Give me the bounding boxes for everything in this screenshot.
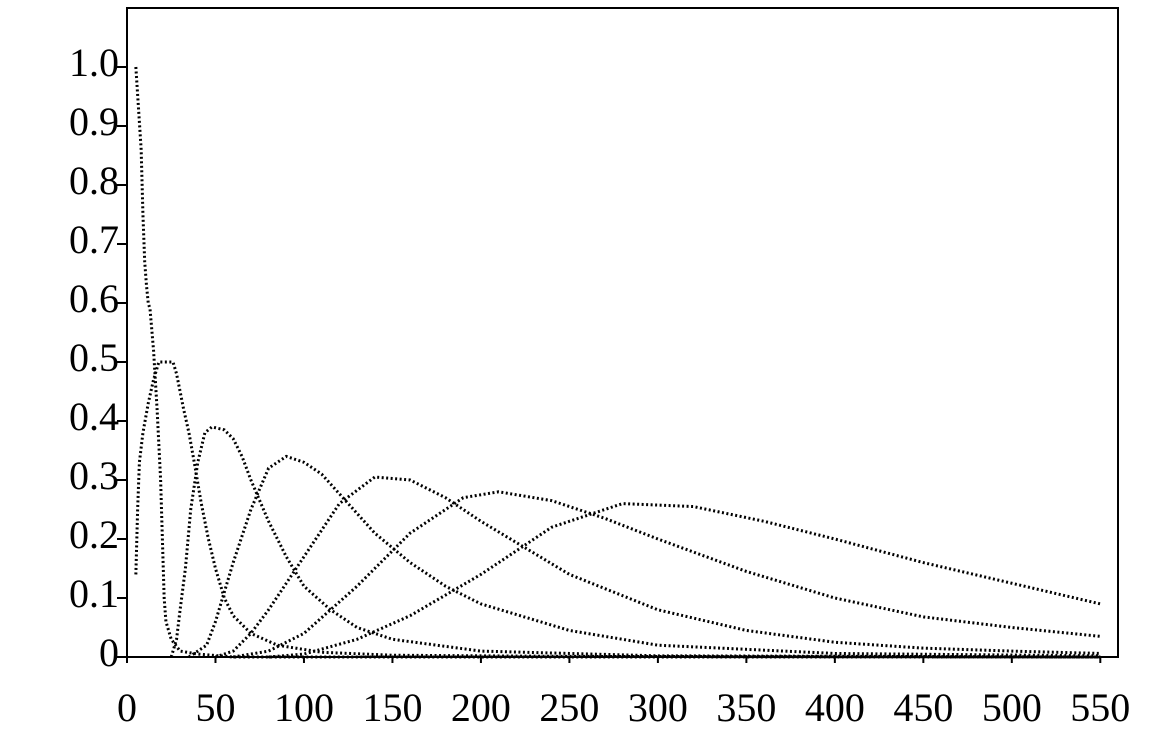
y-tick-label: 0.7 [69, 217, 119, 262]
series-curve [268, 502, 1101, 659]
x-tick-label: 400 [805, 685, 865, 730]
y-tick-label: 0.1 [69, 571, 119, 616]
y-tick-label: 0.3 [69, 453, 119, 498]
x-tick-label: 450 [893, 685, 953, 730]
x-tick-label: 200 [451, 685, 511, 730]
x-tick-label: 50 [195, 685, 235, 730]
x-tick-label: 100 [274, 685, 334, 730]
y-tick-label: 0.8 [69, 158, 119, 203]
series-curve [169, 425, 1101, 659]
series-curve [215, 475, 1101, 659]
series-curve [188, 454, 1101, 659]
y-tick-label: 0.2 [69, 512, 119, 557]
x-tick-label: 550 [1070, 685, 1130, 730]
x-tick-label: 250 [539, 685, 599, 730]
x-tick-label: 150 [362, 685, 422, 730]
series-curve [134, 66, 1101, 659]
series-curve [232, 490, 1101, 659]
x-tick-label: 0 [117, 685, 137, 730]
series-curve [134, 360, 1101, 659]
plot-frame [126, 7, 1119, 658]
x-tick-label: 350 [716, 685, 776, 730]
y-tick-label: 0.5 [69, 335, 119, 380]
y-tick-label: 0.9 [69, 99, 119, 144]
y-tick-label: 0.4 [69, 394, 119, 439]
y-tick-label: 1.0 [69, 40, 119, 85]
y-tick-label: 0.6 [69, 276, 119, 321]
x-tick-label: 300 [628, 685, 688, 730]
y-tick-label: 0 [99, 630, 119, 675]
x-tick-label: 500 [982, 685, 1042, 730]
